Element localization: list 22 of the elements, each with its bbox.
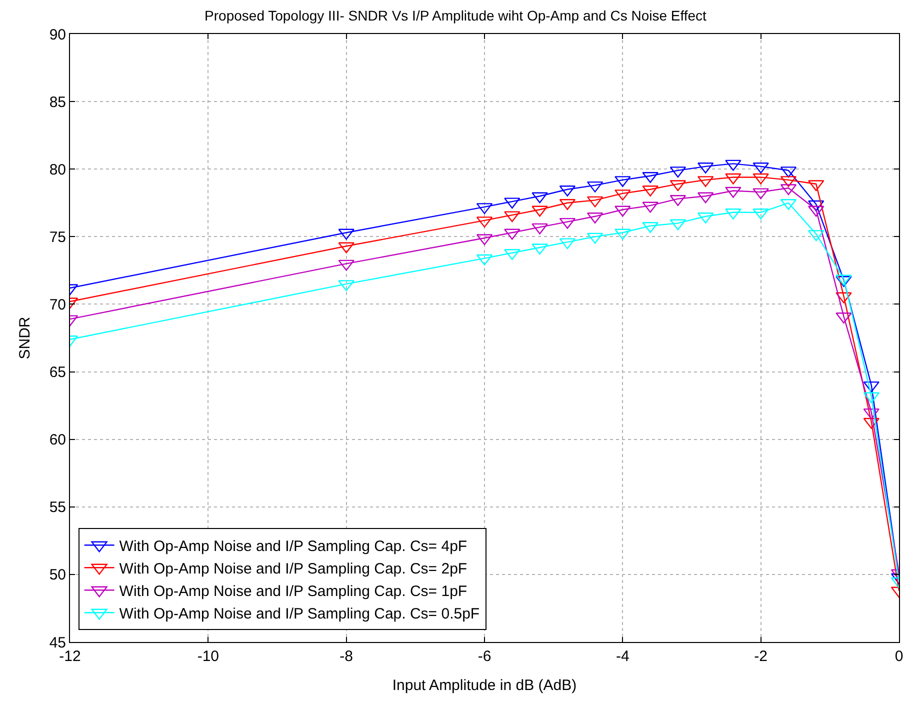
y-tick-label: 80 bbox=[49, 161, 66, 178]
y-tick-label: 50 bbox=[49, 566, 66, 584]
legend-label: With Op-Amp Noise and I/P Sampling Cap. Cs= 2pF bbox=[119, 560, 468, 578]
y-tick-label: 60 bbox=[49, 432, 66, 449]
x-tick-label: -10 bbox=[197, 648, 220, 665]
y-tick-label: 65 bbox=[49, 364, 66, 382]
legend-label: With Op-Amp Noise and I/P Sampling Cap. Cs= 4pF bbox=[119, 538, 468, 555]
y-tick-label: 55 bbox=[49, 499, 66, 516]
x-tick-label: -6 bbox=[478, 648, 492, 665]
y-axis-title: SNDR bbox=[16, 316, 34, 360]
x-tick-label: 0 bbox=[894, 648, 904, 665]
x-axis-title: Input Amplitude in dB (AdB) bbox=[392, 677, 577, 694]
y-tick-label: 90 bbox=[49, 26, 66, 44]
x-tick-label: -4 bbox=[616, 648, 630, 665]
chart-title: Proposed Topology III- SNDR Vs I/P Amplitude wiht Op-Amp and Cs Noise Effect bbox=[204, 7, 707, 24]
y-tick-label: 85 bbox=[49, 94, 66, 111]
y-tick-label: 70 bbox=[49, 296, 66, 314]
x-tick-label: -2 bbox=[754, 648, 768, 665]
legend-label: With Op-Amp Noise and I/P Sampling Cap. Cs= 1pF bbox=[119, 582, 468, 600]
x-tick-label: -8 bbox=[340, 648, 353, 665]
y-tick-label: 75 bbox=[49, 228, 66, 246]
legend-label: With Op-Amp Noise and I/P Sampling Cap. Cs= 0.5pF bbox=[119, 605, 480, 622]
